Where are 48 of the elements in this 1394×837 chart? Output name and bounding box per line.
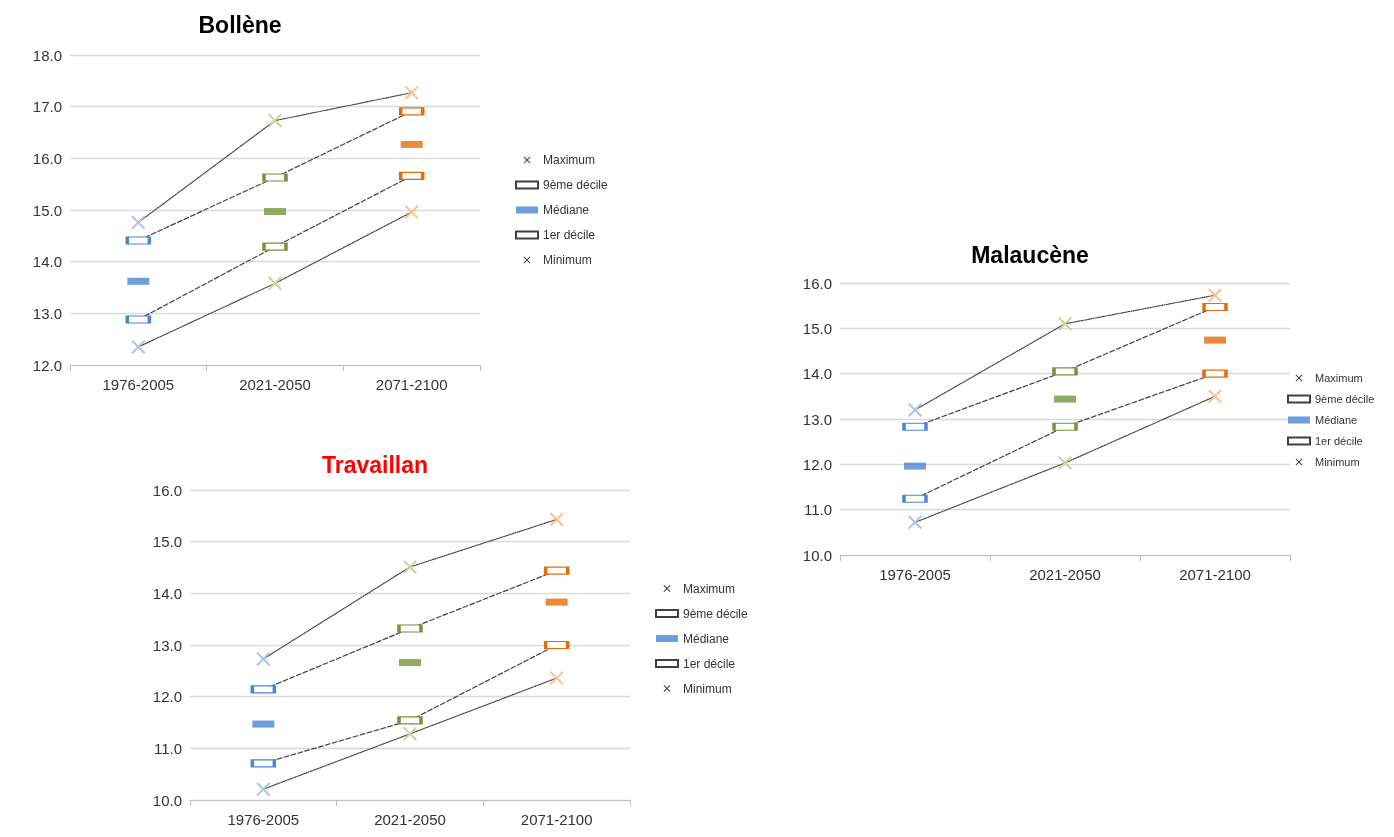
x-tick-label: 1976-2005 — [102, 376, 175, 393]
x-tick-label: 1976-2005 — [227, 811, 300, 828]
y-tick-label: 14.0 — [32, 253, 62, 271]
chart-title: Travaillan — [321, 451, 429, 478]
chart-title: Malaucène — [971, 241, 1089, 268]
x-tick-label: 1976-2005 — [879, 566, 951, 583]
y-tick-label: 16.0 — [152, 481, 182, 499]
x-tick-label: 2021-2050 — [374, 811, 446, 828]
y-tick-label: 13.0 — [32, 304, 62, 322]
legend-label: 1er décile — [683, 656, 736, 671]
legend-label: Minimum — [543, 253, 592, 267]
y-tick-label: 11.0 — [803, 501, 832, 519]
y-tick-label: 14.0 — [802, 365, 832, 383]
y-tick-label: 17.0 — [32, 98, 62, 116]
y-tick-label: 10.0 — [152, 791, 182, 809]
y-tick-label: 16.0 — [802, 274, 832, 292]
legend-label: Médiane — [1315, 414, 1358, 426]
x-tick-label: 2071-2100 — [520, 811, 593, 828]
legend-label: 9ème décile — [1315, 393, 1375, 405]
y-tick-label: 15.0 — [802, 319, 832, 337]
legend-label: Minimum — [683, 681, 732, 696]
y-tick-label: 13.0 — [152, 636, 182, 654]
legend-label: Maximum — [683, 581, 736, 596]
legend-label: Maximum — [543, 153, 596, 167]
legend-label: 9ème décile — [683, 606, 749, 621]
y-tick-label: 18.0 — [32, 46, 62, 64]
y-tick-label: 12.0 — [32, 356, 62, 374]
x-tick-label: 2071-2100 — [1179, 566, 1251, 583]
legend-label: 9ème décile — [543, 178, 609, 192]
legend-label: Maximum — [1315, 372, 1363, 384]
legend-label: Minimum — [1315, 456, 1360, 468]
legend-label: 1er décile — [1315, 435, 1363, 447]
y-tick-label: 15.0 — [152, 533, 182, 551]
x-tick-label: 2021-2050 — [1029, 566, 1101, 583]
y-tick-label: 14.0 — [152, 584, 182, 602]
chart-title: Bollène — [198, 11, 282, 38]
y-tick-label: 12.0 — [152, 688, 182, 706]
y-tick-label: 16.0 — [32, 149, 62, 167]
y-tick-label: 15.0 — [32, 201, 62, 219]
x-tick-label: 2021-2050 — [239, 376, 311, 393]
y-tick-label: 10.0 — [802, 546, 832, 564]
legend-label: Médiane — [683, 631, 730, 646]
legend-label: Médiane — [543, 203, 590, 217]
x-tick-label: 2071-2100 — [375, 376, 448, 393]
y-tick-label: 11.0 — [153, 739, 182, 757]
legend-label: 1er décile — [543, 228, 596, 242]
y-tick-label: 12.0 — [802, 455, 832, 473]
y-tick-label: 13.0 — [802, 410, 832, 428]
